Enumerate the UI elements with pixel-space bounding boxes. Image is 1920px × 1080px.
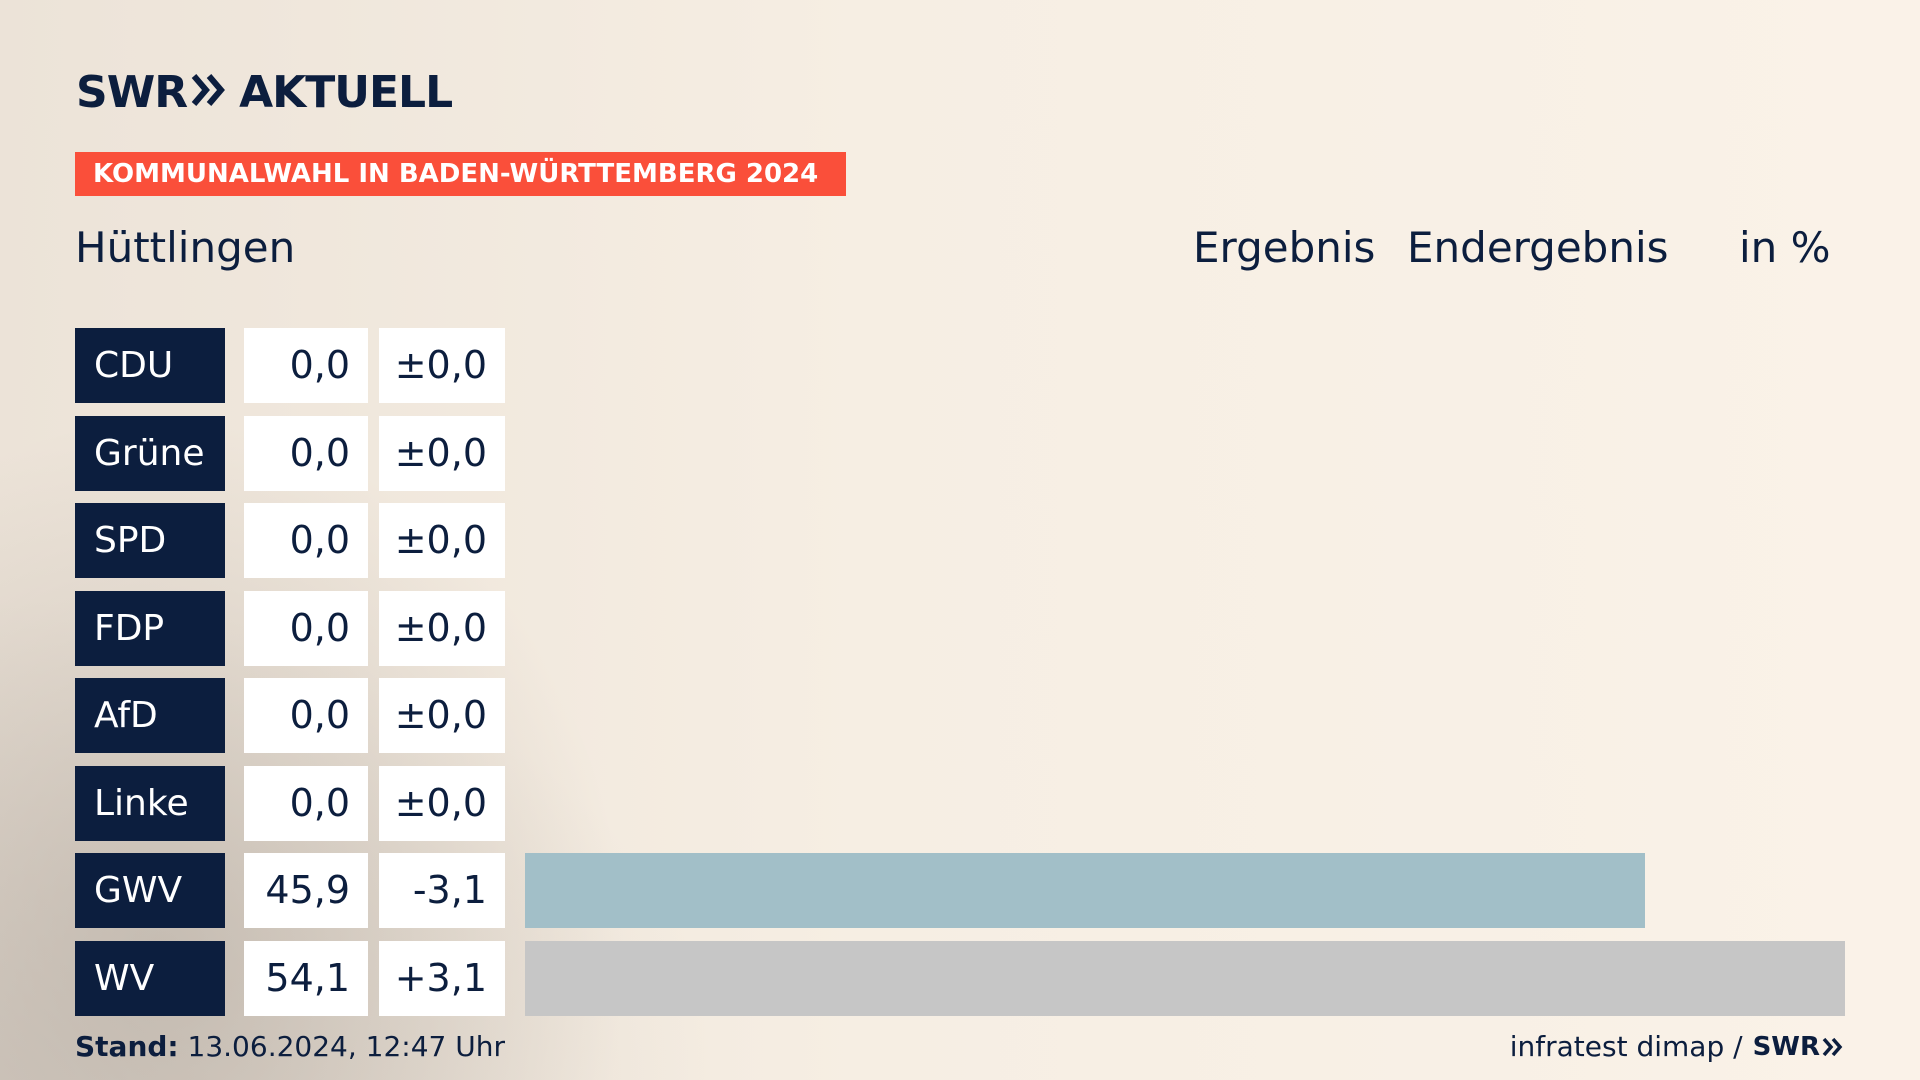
result-bar [525,940,1845,1016]
party-label: FDP [75,590,225,666]
change-label: ±0,0 [379,678,505,753]
source-brand: SWR [1752,1032,1820,1062]
value-label: 54,1 [244,940,368,1016]
result-row: Linke 0,0 ±0,0 [75,765,1845,841]
header-status: Endergebnis [1407,223,1669,272]
value-label: 45,9 [244,853,368,928]
change-label: +3,1 [379,940,505,1016]
value-label: 0,0 [244,678,368,753]
value-label: 0,0 [244,415,368,491]
party-label: Grüne [75,415,225,491]
value-label: 0,0 [244,590,368,666]
logo-product: AKTUELL [239,67,453,118]
party-label: SPD [75,503,225,578]
timestamp-label: Stand: [75,1030,179,1063]
header-result: Ergebnis [1193,223,1376,272]
value-label: 0,0 [244,503,368,578]
result-row: Grüne 0,0 ±0,0 [75,415,1845,491]
change-label: ±0,0 [379,328,505,403]
double-chevron-right-icon [191,70,227,116]
result-row: CDU 0,0 ±0,0 [75,328,1845,403]
change-label: ±0,0 [379,503,505,578]
result-bar [525,853,1645,928]
party-label: WV [75,940,225,1016]
change-label: ±0,0 [379,415,505,491]
double-chevron-right-icon [1822,1037,1843,1057]
result-row: SPD 0,0 ±0,0 [75,503,1845,578]
party-label: AfD [75,678,225,753]
logo-brand: SWR [76,67,188,118]
result-row: GWV 45,9 -3,1 [75,853,1845,928]
party-label: Linke [75,765,225,841]
value-label: 0,0 [244,328,368,403]
change-label: ±0,0 [379,765,505,841]
source-credit: infratest dimap / SWR [1510,1027,1844,1067]
result-row: FDP 0,0 ±0,0 [75,590,1845,666]
swr-aktuell-logo: SWR AKTUELL [76,67,453,118]
swr-small-logo: SWR [1753,1027,1844,1067]
election-banner: KOMMUNALWAHL IN BADEN-WÜRTTEMBERG 2024 [75,152,846,196]
timestamp: Stand: 13.06.2024, 12:47 Uhr [75,1027,505,1067]
source-text: infratest dimap / [1509,1030,1743,1063]
change-label: -3,1 [379,853,505,928]
party-label: CDU [75,328,225,403]
header-unit: in % [1739,223,1831,272]
change-label: ±0,0 [379,590,505,666]
timestamp-value: 13.06.2024, 12:47 Uhr [187,1030,505,1063]
result-row: AfD 0,0 ±0,0 [75,678,1845,753]
party-label: GWV [75,853,225,928]
value-label: 0,0 [244,765,368,841]
result-row: WV 54,1 +3,1 [75,940,1845,1016]
place-title: Hüttlingen [75,223,296,272]
